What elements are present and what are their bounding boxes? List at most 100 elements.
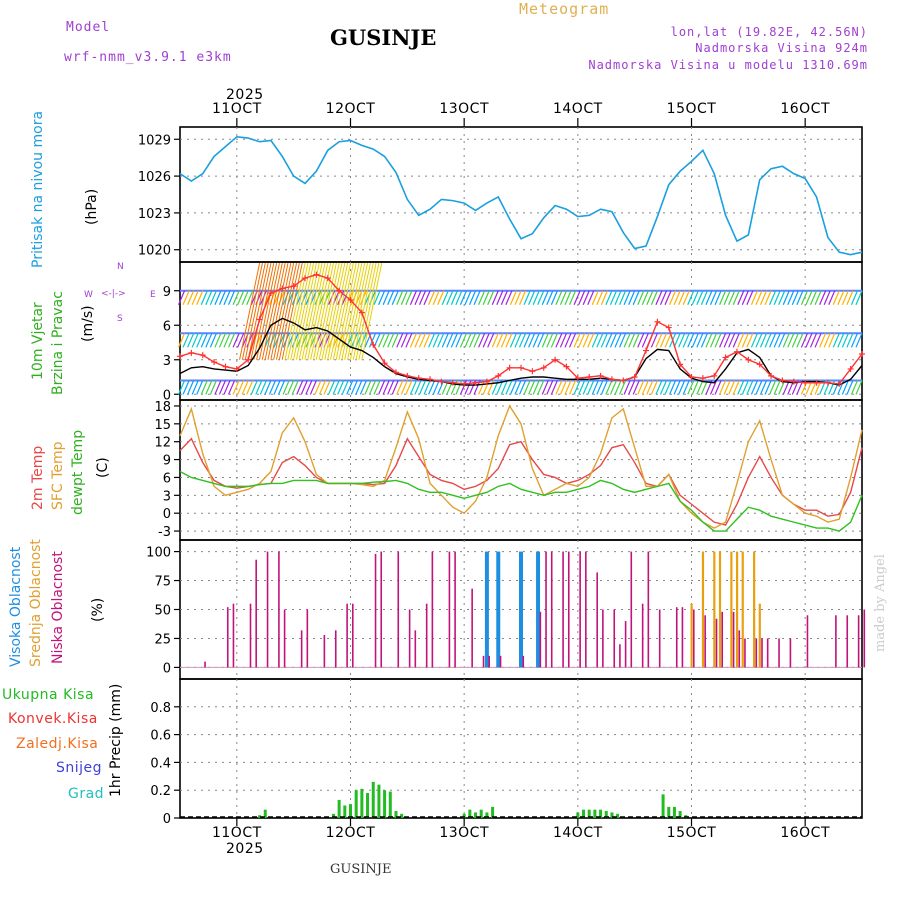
wind-barb <box>228 333 236 348</box>
wind-barb <box>387 290 395 305</box>
wind-barb <box>809 333 818 348</box>
wind-barb <box>487 333 495 348</box>
wind-barb <box>505 333 513 348</box>
wind-barb <box>709 290 718 305</box>
wind-barb <box>569 380 577 395</box>
wind-barb <box>564 333 572 348</box>
precip-bar <box>377 784 381 818</box>
wind-barb <box>619 333 627 348</box>
cloud-low-bar <box>658 609 661 668</box>
wind-barb <box>482 290 490 305</box>
wind-hatch <box>358 263 380 360</box>
wind-barb <box>659 290 668 305</box>
wind-barb <box>241 380 249 395</box>
wind-barb <box>823 333 831 348</box>
wind-gust-marker <box>472 379 479 386</box>
cloud-low-bar <box>448 551 451 668</box>
pressure-frame <box>179 126 863 263</box>
wind-barb <box>678 290 686 305</box>
wind-barb <box>500 333 508 348</box>
cloud-high-bar <box>484 551 489 668</box>
wind-barb <box>700 380 708 395</box>
wind-barb <box>177 333 186 348</box>
wind-gust-marker <box>495 372 502 379</box>
wind-barb <box>196 380 204 395</box>
cloud-high-bar <box>496 551 501 668</box>
wind-barb <box>578 333 586 348</box>
wind-gust-marker <box>336 287 343 294</box>
wind-barb <box>669 290 677 305</box>
wind-barb <box>641 290 649 305</box>
cloud-low-bar <box>721 611 724 668</box>
wind-barb <box>478 333 486 348</box>
wind-barb <box>619 380 627 395</box>
wind-gust-marker <box>756 361 763 368</box>
wind-gust-marker <box>631 374 638 380</box>
precip-bar <box>582 809 586 818</box>
cloud-high-bar <box>536 551 541 668</box>
wind-barb <box>828 290 836 305</box>
wind-barb <box>409 290 417 305</box>
wind-barb <box>428 380 436 395</box>
temp-sfc-line <box>179 404 863 529</box>
precip-bar <box>485 812 489 818</box>
cloud-low-bar <box>579 551 581 668</box>
wind-barb <box>282 380 290 395</box>
wind-barb <box>723 333 731 348</box>
wind-barb <box>650 290 658 305</box>
wind-barb <box>177 380 186 395</box>
wind-barb <box>605 380 613 395</box>
wind-barb <box>514 380 522 395</box>
wind-barb <box>541 333 549 348</box>
wind-barb <box>273 380 281 395</box>
wind-barb <box>496 380 504 395</box>
wind-gust-marker <box>563 363 570 370</box>
wind-barb <box>187 333 195 348</box>
wind-barb <box>587 380 595 395</box>
wind-barb <box>400 290 408 305</box>
wind-gust-marker <box>324 275 331 282</box>
wind-barb <box>350 380 358 395</box>
cloud-mid-bar <box>758 603 761 668</box>
wind-barb <box>737 380 745 395</box>
wind-barb <box>246 380 254 395</box>
wind-barb <box>809 290 818 305</box>
cloud-low-bar <box>846 615 849 668</box>
legend-snow: Snijeg <box>56 760 103 776</box>
wind-barb <box>778 380 786 395</box>
cloud-low-bar <box>425 603 428 668</box>
cloud-low-bar <box>806 615 809 668</box>
cloud-mid-bar <box>730 551 733 668</box>
wind-barb <box>591 290 599 305</box>
wind-barb <box>437 380 445 395</box>
x-tick-label-top: 12OCT <box>326 101 376 117</box>
wind-barb <box>850 290 859 305</box>
wind-hatch <box>276 263 297 360</box>
wind-barb <box>414 290 422 305</box>
wind-barb <box>255 380 263 395</box>
x-tick-label-bottom: 15OCT <box>667 825 717 841</box>
wind-barb <box>691 290 699 305</box>
wind-hatch <box>355 263 377 360</box>
cloud-low-bar <box>778 638 780 668</box>
wind-barb <box>400 333 408 348</box>
wind-barb <box>778 290 786 305</box>
wind-barb <box>564 290 572 305</box>
wind-barb <box>614 333 622 348</box>
wind-barb <box>218 333 227 348</box>
wind-barb <box>546 380 554 395</box>
wind-barb <box>468 333 477 348</box>
cloud-low-bar <box>562 551 564 668</box>
wind-gust-marker <box>688 374 695 380</box>
wind-barb <box>437 290 445 305</box>
cloud-mid-bar <box>713 551 716 668</box>
cloud-low-bar <box>539 611 542 668</box>
cloud-low-bar <box>545 551 547 668</box>
wind-barb <box>191 290 199 305</box>
cloud-low-bar <box>249 603 252 668</box>
wind-barb <box>241 290 249 305</box>
wind-barb <box>641 380 649 395</box>
pressure-ytick-label: 1026 <box>138 170 171 185</box>
wind-gust-marker <box>199 352 206 359</box>
wind-barb <box>714 380 722 395</box>
